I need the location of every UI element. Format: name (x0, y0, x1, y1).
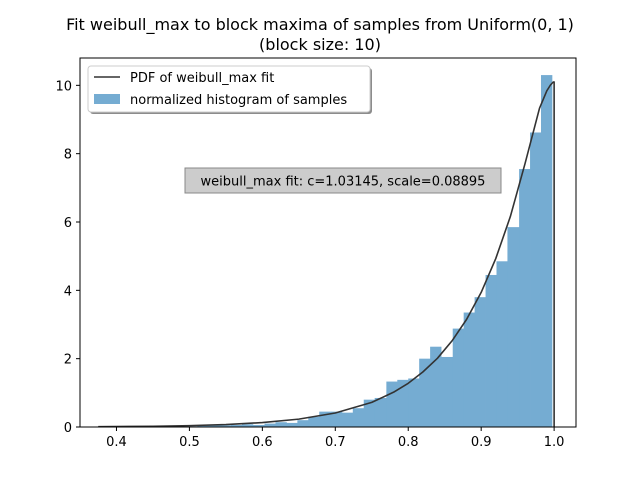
y-tick-label: 0 (64, 421, 72, 436)
chart-subtitle: (block size: 10) (259, 35, 381, 54)
histogram-bar (252, 424, 265, 427)
annotation-text: weibull_max fit: c=1.03145, scale=0.0889… (201, 175, 486, 190)
histogram-bar (441, 356, 454, 427)
histogram-bar (330, 411, 343, 427)
histogram-bar (220, 425, 232, 427)
histogram-bar (352, 408, 365, 427)
histogram-bar (474, 297, 486, 427)
histogram-bar (519, 169, 531, 427)
histogram-bar (275, 422, 287, 427)
histogram-bar (408, 378, 420, 427)
histogram-bar (241, 424, 254, 427)
histogram-bar (286, 422, 298, 427)
histogram-bar (463, 312, 476, 427)
x-tick-label: 0.9 (471, 435, 492, 450)
histogram-bar (430, 346, 442, 427)
chart-title: Fit weibull_max to block maxima of sampl… (66, 15, 574, 34)
x-tick-label: 0.5 (179, 435, 200, 450)
histogram-bar (308, 416, 320, 427)
histogram-bar (374, 397, 387, 427)
histogram-bar (264, 423, 276, 427)
axes-frame (79, 57, 577, 428)
y-tick-label: 10 (55, 79, 72, 94)
histogram-bar (341, 412, 354, 427)
y-tick-label: 8 (64, 148, 72, 163)
x-tick-label: 0.6 (252, 435, 273, 450)
pdf-line (98, 81, 555, 428)
histogram-bar (507, 227, 520, 427)
histogram-bar (230, 424, 243, 427)
histogram-bar (530, 132, 542, 427)
histogram-bar (197, 425, 210, 427)
axes-layer: 0.4 0.5 0.6 0.7 0.8 0.9 1.0 0 2 4 6 8 10 (55, 57, 577, 450)
histogram-bar (209, 425, 221, 427)
histogram-bar (485, 274, 497, 427)
x-tick-label: 0.4 (106, 435, 127, 450)
legend-box (87, 65, 371, 113)
pdf-line-layer (98, 81, 555, 428)
histogram-layer (98, 75, 553, 427)
histogram-bar (363, 399, 376, 427)
histogram-bar (397, 379, 409, 427)
x-tick-label: 0.8 (398, 435, 419, 450)
legend: PDF of weibull_max fit normalized histogr… (87, 65, 372, 114)
y-tick-label: 2 (64, 353, 72, 368)
histogram-bar (297, 420, 309, 427)
annotation-box (184, 167, 502, 194)
histogram-bar (540, 75, 553, 427)
y-tick-label: 4 (64, 284, 72, 299)
histogram-bar (419, 358, 431, 427)
legend-label: normalized histogram of samples (130, 93, 347, 108)
histogram-bar (496, 261, 508, 427)
x-tick-label: 1.0 (544, 435, 565, 450)
legend-label: PDF of weibull_max fit (130, 71, 274, 86)
x-tick-label: 0.7 (325, 435, 346, 450)
histogram-bar (386, 381, 398, 427)
legend-patch-swatch (94, 94, 120, 104)
y-tick-label: 6 (64, 216, 72, 231)
histogram-bar (452, 328, 465, 427)
fit-annotation: weibull_max fit: c=1.03145, scale=0.0889… (184, 167, 502, 194)
